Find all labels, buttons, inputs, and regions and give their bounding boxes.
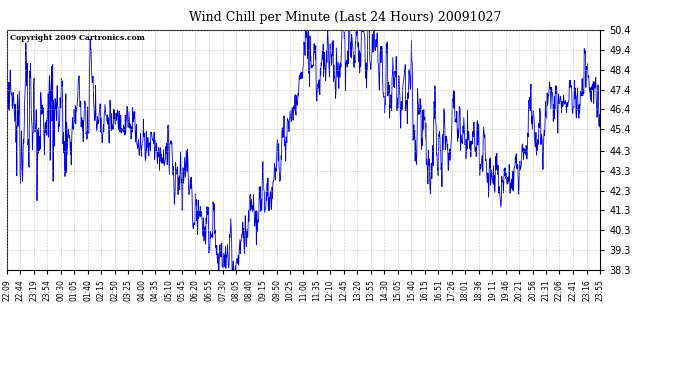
Text: Copyright 2009 Cartronics.com: Copyright 2009 Cartronics.com — [10, 34, 145, 42]
Text: Wind Chill per Minute (Last 24 Hours) 20091027: Wind Chill per Minute (Last 24 Hours) 20… — [189, 11, 501, 24]
